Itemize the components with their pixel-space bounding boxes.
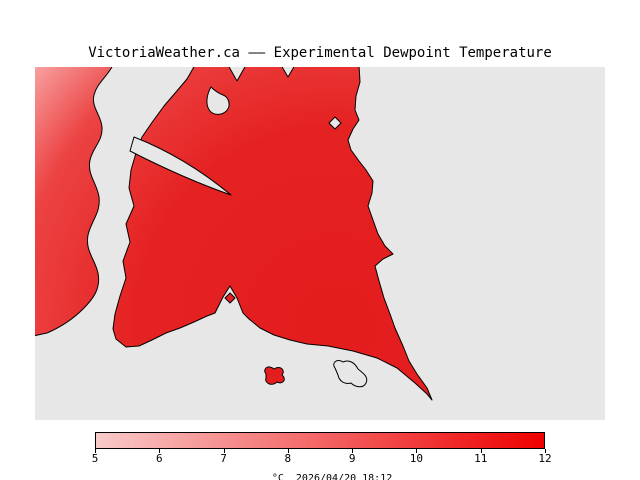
tick-label: 12 [538,452,552,465]
bay-notch-1 [228,67,246,82]
tick-mark [480,449,482,453]
west-landmass [35,67,113,337]
dewpoint-map [35,67,605,420]
notch-island [224,292,236,304]
small-island-a [264,366,285,385]
tick-mark [545,449,546,453]
timestamp-label: 2026/04/20 18:12 [295,473,393,480]
tick-label: 7 [220,452,227,465]
tick-label: 9 [348,452,356,465]
colorbar-tick-labels: 5 6 7 8 9 10 11 12 [91,452,552,465]
unit-label: °C [271,473,284,480]
bay-hook [206,86,230,115]
coastlines [35,67,433,401]
page-title: VictoriaWeather.ca —— Experimental Dewpo… [88,45,552,61]
inlet-finger [129,136,232,196]
bay-notch-2 [281,67,295,78]
tick-label: 6 [155,452,163,465]
footer-label: °C 2026/04/20 18:12 [0,462,640,480]
small-lake-diamond [328,116,342,130]
peninsula-landmass [112,67,433,401]
tick-mark [95,449,96,453]
colorbar [95,432,545,449]
tick-label: 8 [284,452,292,465]
tick-label: 11 [474,452,488,465]
outlined-island-b [333,360,368,388]
tick-mark [223,449,225,453]
tick-mark [287,449,289,453]
colorbar-gradient [95,432,545,449]
colorbar-tick-marks [95,449,546,453]
tick-mark [416,449,418,453]
tick-mark [159,449,161,453]
tick-label: 5 [91,452,99,465]
tick-mark [352,449,354,453]
tick-label: 10 [409,452,424,465]
